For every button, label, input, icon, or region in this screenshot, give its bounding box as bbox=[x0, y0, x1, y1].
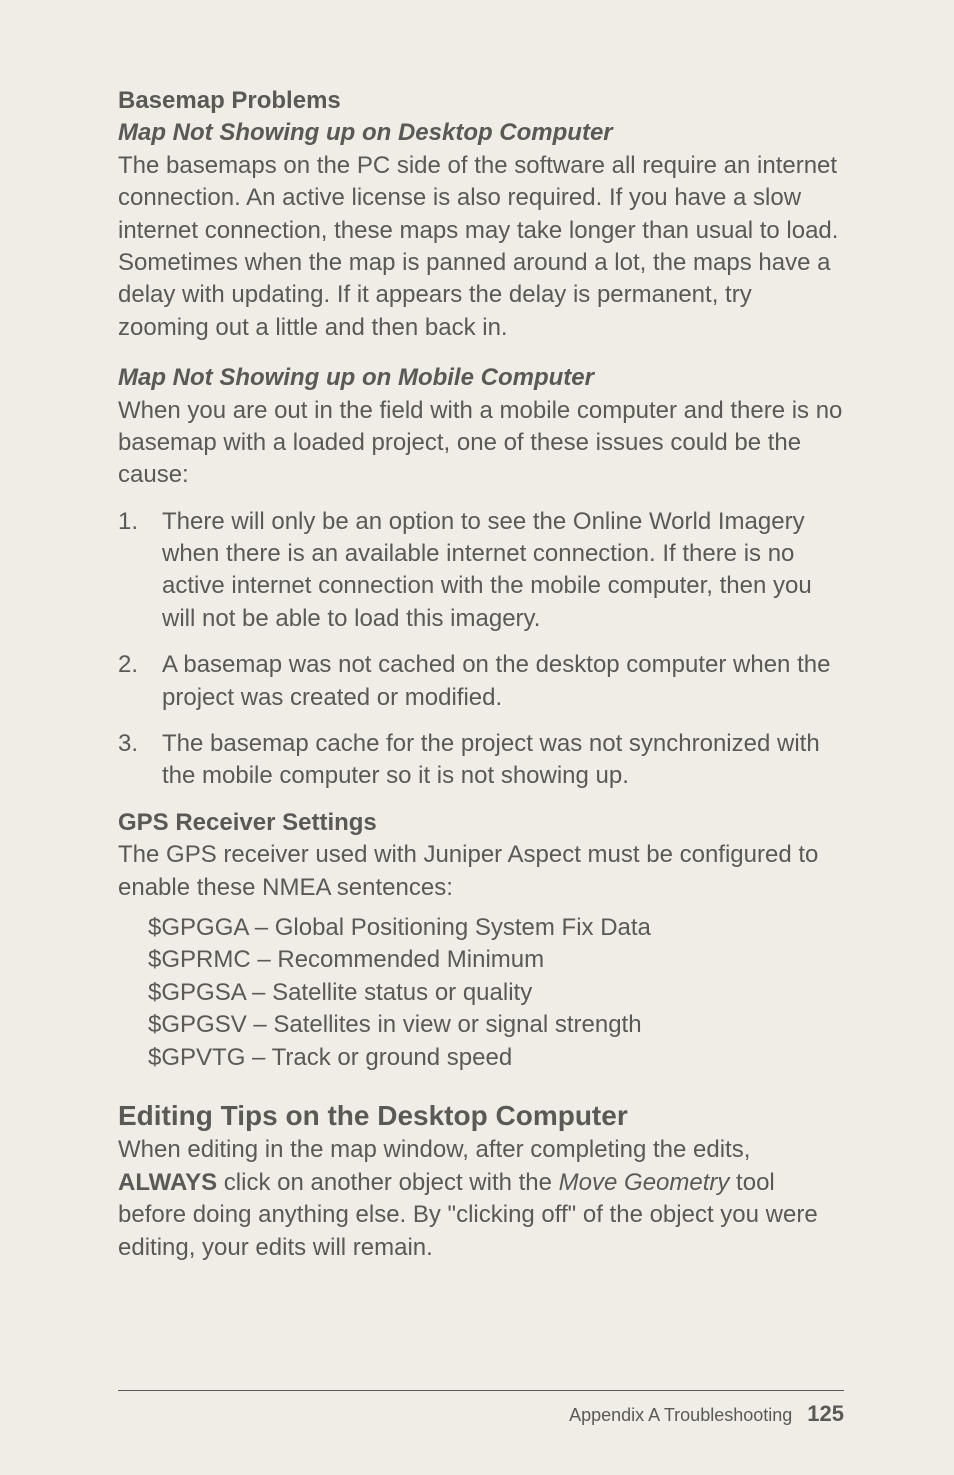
page-number: 125 bbox=[807, 1401, 844, 1426]
nmea-line: $GPRMC – Recommended Minimum bbox=[148, 944, 844, 976]
footer-text: Appendix A Troubleshooting bbox=[569, 1405, 792, 1425]
subsection-mobile: Map Not Showing up on Mobile Computer Wh… bbox=[118, 362, 844, 793]
heading-map-not-showing-mobile: Map Not Showing up on Mobile Computer bbox=[118, 362, 844, 394]
section-gps-receiver: GPS Receiver Settings The GPS receiver u… bbox=[118, 807, 844, 1074]
heading-map-not-showing-desktop: Map Not Showing up on Desktop Computer bbox=[118, 117, 844, 149]
section-editing-tips: Editing Tips on the Desktop Computer Whe… bbox=[118, 1098, 844, 1264]
list-text: The basemap cache for the project was no… bbox=[162, 730, 820, 789]
nmea-line: $GPVTG – Track or ground speed bbox=[148, 1042, 844, 1074]
body-gps-intro: The GPS receiver used with Juniper Aspec… bbox=[118, 839, 844, 904]
body-mobile-intro: When you are out in the field with a mob… bbox=[118, 395, 844, 492]
subsection-desktop: Map Not Showing up on Desktop Computer T… bbox=[118, 117, 844, 344]
nmea-sentences-list: $GPGGA – Global Positioning System Fix D… bbox=[118, 912, 844, 1074]
mobile-issues-list: 1. There will only be an option to see t… bbox=[118, 506, 844, 793]
page-footer: Appendix A Troubleshooting 125 bbox=[118, 1390, 844, 1427]
body-desktop: The basemaps on the PC side of the softw… bbox=[118, 150, 844, 344]
heading-gps-receiver: GPS Receiver Settings bbox=[118, 807, 844, 839]
list-number: 1. bbox=[118, 506, 138, 538]
heading-basemap-problems: Basemap Problems bbox=[118, 85, 844, 117]
list-item: 3. The basemap cache for the project was… bbox=[118, 728, 844, 793]
list-number: 3. bbox=[118, 728, 138, 760]
text-part: click on another object with the bbox=[217, 1169, 559, 1196]
list-item: 2. A basemap was not cached on the deskt… bbox=[118, 649, 844, 714]
nmea-line: $GPGSV – Satellites in view or signal st… bbox=[148, 1009, 844, 1041]
heading-editing-tips: Editing Tips on the Desktop Computer bbox=[118, 1098, 844, 1134]
text-bold-always: ALWAYS bbox=[118, 1169, 217, 1196]
document-page: Basemap Problems Map Not Showing up on D… bbox=[0, 0, 954, 1475]
text-italic-move-geometry: Move Geometry bbox=[559, 1169, 730, 1196]
nmea-line: $GPGGA – Global Positioning System Fix D… bbox=[148, 912, 844, 944]
section-basemap-problems: Basemap Problems Map Not Showing up on D… bbox=[118, 85, 844, 793]
list-text: There will only be an option to see the … bbox=[162, 508, 812, 632]
list-number: 2. bbox=[118, 649, 138, 681]
nmea-line: $GPGSA – Satellite status or quality bbox=[148, 977, 844, 1009]
text-part: When editing in the map window, after co… bbox=[118, 1136, 750, 1163]
body-editing-tips: When editing in the map window, after co… bbox=[118, 1134, 844, 1264]
list-item: 1. There will only be an option to see t… bbox=[118, 506, 844, 636]
list-text: A basemap was not cached on the desktop … bbox=[162, 651, 830, 710]
